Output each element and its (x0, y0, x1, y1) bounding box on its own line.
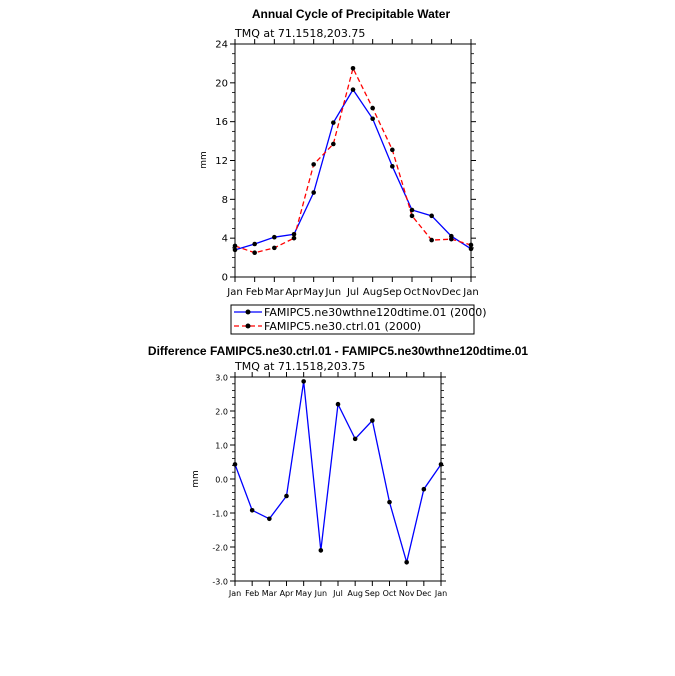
chart0-series1-point (311, 162, 316, 167)
chart1-xtick-label: Feb (245, 589, 259, 598)
legend-label-series1: FAMIPC5.ne30.ctrl.01 (2000) (264, 320, 421, 333)
chart0-series0-point (252, 241, 257, 247)
chart1-ytick-label: 3.0 (215, 374, 228, 383)
chart1-series0-point (370, 418, 375, 423)
chart1-series0-point (352, 436, 358, 442)
chart0-series0-point (350, 87, 356, 92)
chart0-ylabel: mm (199, 151, 209, 169)
chart0-series0-point (370, 116, 375, 122)
chart1-xtick-label: Nov (399, 589, 415, 598)
chart0-ytick-label: 20 (215, 78, 228, 89)
chart1-series0-point (267, 516, 272, 522)
precip-annual-cycle-chart: Annual Cycle of Precipitable Water TMQ a… (199, 7, 487, 335)
chart0-series1-point (370, 105, 375, 111)
chart0-xtick-label: May (303, 287, 324, 298)
chart1-series0-point (301, 379, 306, 384)
chart0-series1-line (234, 66, 472, 254)
chart1-series0-point (249, 507, 255, 513)
chart1-series0-point (387, 499, 392, 505)
chart0-series1-point (429, 237, 434, 243)
legend-label-series0: FAMIPC5.ne30wthne120dtime.01 (2000) (264, 306, 487, 319)
chart0-series1-point (449, 236, 454, 242)
chart0-series0-point (390, 164, 395, 169)
chart1-series0-point (284, 493, 289, 499)
chart1-xtick-label: Jun (314, 589, 328, 598)
chart0-xtick-label: Feb (246, 287, 264, 298)
legend-box (230, 304, 475, 335)
chart0-subtitle: TMQ at 71.1518,203.75 (234, 27, 365, 40)
chart1-xtick-label: Sep (365, 589, 380, 598)
chart0-xtick-label: Jun (325, 287, 342, 298)
chart1-ytick-label: -2.0 (212, 544, 228, 553)
chart1-xtick-label: Dec (416, 589, 431, 598)
chart0-xtick-label: Aug (363, 287, 383, 298)
chart1-series0-point (318, 548, 324, 553)
chart0-legend: FAMIPC5.ne30wthne120dtime.01 (2000) FAMI… (230, 304, 487, 335)
chart0-series1-point (272, 245, 277, 251)
chart1-xtick-label: Aug (347, 589, 363, 598)
chart1-ytick-label: 2.0 (215, 408, 228, 417)
chart1-title: Difference FAMIPC5.ne30.ctrl.01 - FAMIPC… (148, 344, 528, 358)
chart0-series1-point (331, 141, 336, 147)
chart0-series0-point (291, 231, 297, 237)
chart1-xtick-label: Oct (383, 589, 397, 598)
chart0-ytick-label: 24 (215, 40, 228, 51)
chart0-series1-point (390, 147, 395, 153)
chart1-xtick-label: Jan (228, 589, 241, 598)
chart0-series1-point (409, 213, 415, 219)
chart0-ytick-label: 16 (215, 117, 228, 128)
chart0-xtick-label: Oct (403, 287, 420, 298)
chart0-series0-point (331, 120, 336, 125)
chart0-series0-point (311, 190, 316, 195)
chart0-series0-point (409, 207, 415, 213)
chart1-xtick-label: Jan (434, 589, 447, 598)
chart1-subtitle: TMQ at 71.1518,203.75 (234, 360, 365, 373)
chart1-series0-point (232, 462, 238, 467)
chart1-series0-line (234, 381, 442, 565)
chart1-ytick-label: 0.0 (215, 476, 228, 485)
chart1-ylabel: mm (191, 470, 201, 488)
chart1-xtick-label: May (295, 589, 312, 598)
legend-marker-series0 (245, 309, 251, 315)
chart1-series0-point (335, 401, 341, 407)
chart0-series1-point (350, 65, 356, 71)
chart0-xtick-label: Jan (462, 287, 478, 298)
chart0-ytick-label: 12 (215, 156, 228, 167)
chart0-series0-point (232, 247, 238, 253)
chart1-ytick-label: -1.0 (212, 510, 228, 519)
chart0-series0-line (234, 88, 472, 251)
chart0-series1-point (252, 250, 257, 256)
difference-chart: Difference FAMIPC5.ne30.ctrl.01 - FAMIPC… (148, 344, 528, 598)
chart0-xtick-label: Jul (346, 287, 359, 298)
chart1-ytick-label: -3.0 (212, 578, 228, 587)
chart0-series1-point (232, 243, 238, 249)
chart1-xtick-label: Jul (332, 589, 343, 598)
chart0-xtick-label: Mar (265, 287, 285, 298)
chart0-xtick-label: Nov (422, 287, 442, 298)
chart0-series0-point (429, 213, 434, 219)
chart1-series0-point (438, 462, 444, 467)
chart1-series0-point (421, 486, 427, 492)
chart0-ytick-label: 0 (222, 273, 228, 284)
chart1-series0-point (404, 560, 409, 565)
chart1-xtick-label: Apr (280, 589, 295, 598)
chart0-series0-point (272, 234, 277, 240)
chart1-ytick-label: 1.0 (215, 442, 228, 451)
chart0-series1-point (291, 235, 297, 241)
chart0-series1-point (468, 242, 474, 248)
chart0-plot-frame (234, 43, 472, 278)
chart0-xtick-label: Jan (226, 287, 242, 298)
chart0-ytick-label: 8 (222, 195, 228, 206)
chart0-title: Annual Cycle of Precipitable Water (252, 7, 451, 21)
chart0-xtick-label: Dec (442, 287, 461, 298)
chart1-xtick-label: Mar (262, 589, 278, 598)
chart0-xtick-label: Apr (285, 287, 303, 298)
chart0-series0-point (468, 246, 474, 252)
chart0-ytick-label: 4 (222, 234, 228, 245)
chart0-xtick-label: Sep (383, 287, 402, 298)
legend-marker-series1 (245, 323, 251, 329)
